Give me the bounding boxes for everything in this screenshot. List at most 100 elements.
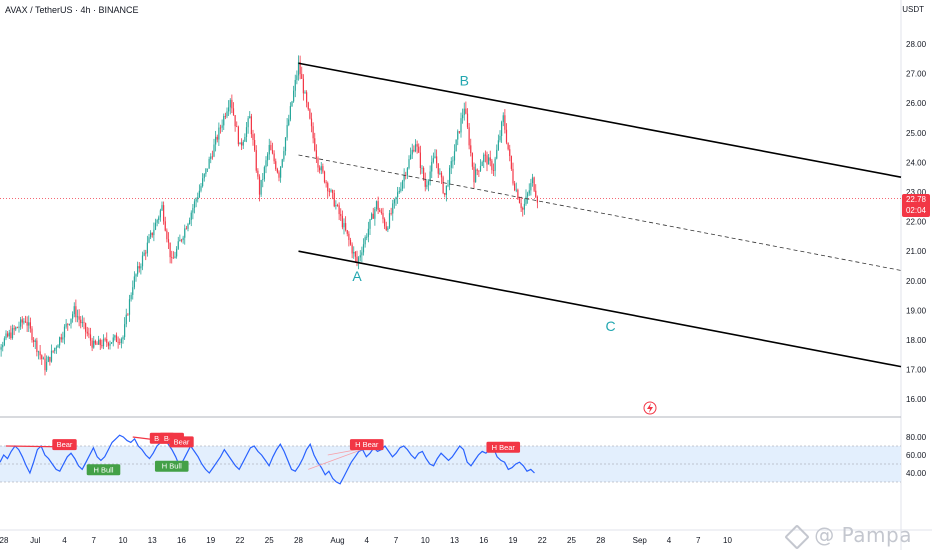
candle-body	[447, 184, 449, 186]
candle-body	[91, 340, 93, 348]
candle-body	[424, 179, 426, 187]
candle-body	[278, 172, 280, 178]
candle-body	[533, 177, 535, 191]
candle-body	[275, 161, 277, 169]
candle-body	[392, 203, 394, 214]
candle-body	[148, 237, 150, 243]
candle-body	[26, 322, 28, 326]
price-tick-label: 18.00	[906, 336, 927, 345]
candle-body	[372, 213, 374, 219]
time-tick-label: 13	[148, 536, 157, 545]
candle-body	[234, 115, 236, 127]
candle-body	[518, 199, 521, 204]
time-tick-label: 28	[0, 536, 9, 545]
candle-body	[23, 321, 25, 323]
candle-body	[330, 190, 332, 192]
candle-body	[512, 168, 514, 184]
candle-body	[338, 205, 340, 215]
candle-body	[143, 252, 145, 256]
candle-body	[182, 237, 184, 241]
candle-body	[504, 115, 506, 130]
candle-body	[57, 345, 59, 348]
candle-body	[252, 134, 254, 140]
price-tick-label: 22.00	[906, 218, 927, 227]
candle-body	[302, 78, 304, 94]
price-tick-label: 19.00	[906, 306, 927, 315]
candle-body	[457, 131, 459, 140]
candle-body	[371, 213, 373, 220]
candle-body	[244, 137, 246, 142]
candle-body	[65, 323, 67, 327]
candle-body	[323, 171, 326, 183]
candle-body	[5, 333, 7, 339]
candle-body	[150, 232, 152, 238]
candle-body	[190, 212, 192, 221]
candle-body	[466, 113, 469, 128]
candle-body	[102, 338, 105, 347]
candle-body	[427, 181, 430, 185]
candle-body	[380, 211, 382, 213]
bear-marker: H Bear	[349, 439, 384, 451]
candle-body	[320, 166, 322, 171]
candle-body	[343, 223, 345, 228]
marker-label: H Bull	[93, 465, 113, 474]
candle-body	[59, 337, 61, 346]
last-price: 22.78	[905, 195, 927, 204]
candle-body	[377, 201, 379, 210]
candle-body	[50, 350, 53, 362]
time-tick-label: 16	[177, 536, 186, 545]
candle-body	[78, 316, 80, 320]
candle-body	[37, 351, 40, 353]
candle-body	[104, 338, 106, 340]
candle-body	[465, 108, 467, 114]
candle-body	[462, 115, 464, 119]
price-tick-label: 20.00	[906, 277, 927, 286]
candle-body	[434, 156, 436, 159]
candle-body	[158, 217, 160, 221]
candle-body	[315, 150, 317, 159]
rsi-line	[0, 434, 535, 485]
time-tick-label: 7	[394, 536, 399, 545]
candle-body	[306, 92, 308, 103]
candle-body	[127, 314, 129, 316]
candle-body	[510, 156, 512, 169]
candle-body	[192, 207, 194, 213]
candle-body	[280, 166, 282, 178]
candle-body	[44, 358, 46, 371]
candle-body	[345, 223, 347, 231]
time-tick-label: 16	[479, 536, 488, 545]
candle-body	[491, 160, 493, 171]
candle-body	[431, 161, 433, 172]
candle-body	[46, 361, 48, 371]
candle-body	[135, 274, 137, 277]
candle-body	[426, 184, 428, 187]
candle-body	[94, 340, 96, 344]
candle-body	[413, 149, 415, 152]
candle-body	[195, 199, 197, 202]
candle-body	[120, 339, 122, 343]
candle-body	[483, 154, 485, 163]
currency-label: USDT	[902, 5, 924, 14]
candle-body	[3, 338, 5, 345]
candle-body	[99, 339, 101, 346]
candle-body	[109, 343, 111, 346]
bear-marker: H Bear	[486, 441, 521, 453]
candle-body	[221, 125, 223, 128]
candle-body	[439, 172, 441, 174]
candle-body	[13, 328, 15, 330]
candle-body	[228, 107, 230, 112]
candle-body	[423, 167, 425, 180]
candle-body	[304, 92, 306, 94]
candle-body	[133, 276, 135, 288]
candle-body	[411, 149, 413, 155]
candle-body	[527, 193, 529, 197]
candle-body	[107, 342, 109, 346]
time-tick-label: 25	[567, 536, 576, 545]
candle-body	[405, 174, 407, 176]
candle-body	[219, 127, 222, 129]
candle-body	[509, 149, 511, 157]
candle-body	[70, 318, 72, 325]
candle-body	[455, 139, 457, 152]
candle-body	[358, 257, 360, 263]
